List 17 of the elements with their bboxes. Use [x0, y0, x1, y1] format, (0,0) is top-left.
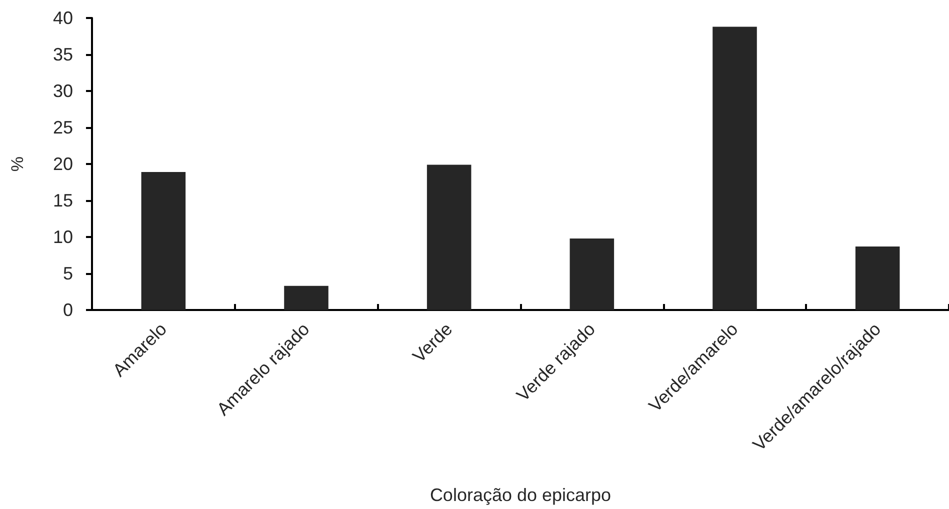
- bar: [855, 246, 900, 310]
- y-tick-label: 40: [52, 8, 73, 28]
- y-tick-label: 20: [52, 154, 73, 174]
- bar: [712, 26, 757, 310]
- y-tick-label: 35: [52, 44, 73, 64]
- bar: [141, 172, 186, 310]
- x-axis-title: Coloração do epicarpo: [430, 485, 612, 505]
- bar: [284, 286, 328, 310]
- y-tick-label: 5: [62, 264, 73, 284]
- bar: [570, 238, 614, 310]
- y-tick-label: 0: [62, 300, 73, 320]
- y-axis-title: %: [8, 156, 27, 172]
- y-tick-label: 30: [52, 81, 73, 101]
- y-tick-label: 10: [52, 227, 73, 247]
- y-tick-label: 15: [52, 190, 73, 210]
- y-tick-label: 25: [52, 118, 73, 138]
- bar: [426, 164, 472, 310]
